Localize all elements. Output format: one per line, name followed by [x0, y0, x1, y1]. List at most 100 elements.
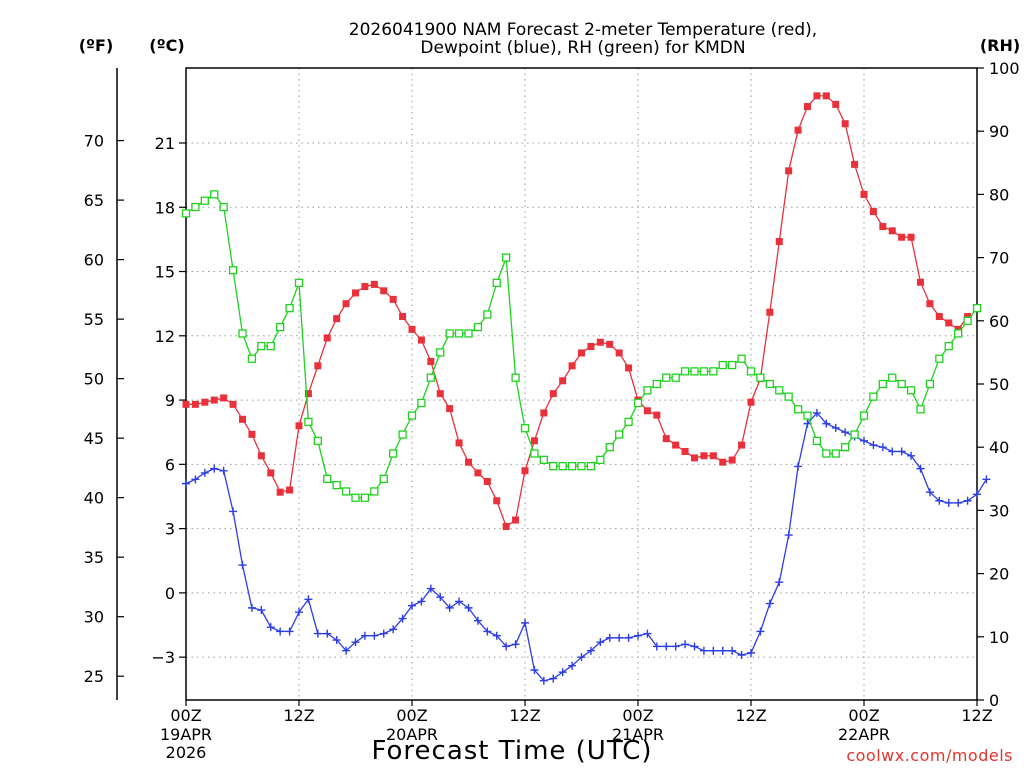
- fahrenheit-tick-label: 70: [84, 132, 104, 151]
- dewpoint-point: [756, 627, 765, 636]
- rh-tick-label: 10: [989, 628, 1009, 647]
- temperature-point: [785, 167, 793, 175]
- rh-point: [680, 367, 690, 376]
- dewpoint-point: [436, 593, 445, 602]
- rh-point: [746, 367, 756, 376]
- dewpoint-point: [304, 595, 313, 604]
- temperature-point: [832, 100, 840, 108]
- rh-point: [803, 411, 812, 420]
- dewpoint-point: [426, 584, 435, 593]
- dewpoint-point: [784, 531, 793, 540]
- dewpoint-point: [558, 668, 567, 677]
- rh-point: [737, 354, 746, 363]
- dewpoint-point: [257, 606, 266, 615]
- rh-point: [605, 443, 614, 452]
- rh-point: [351, 493, 360, 502]
- rh-point: [417, 398, 426, 408]
- temperature-point: [201, 398, 209, 406]
- x-tick-label: 00Z: [170, 706, 201, 725]
- rh-point: [935, 354, 944, 363]
- rh-point: [888, 373, 897, 382]
- dewpoint-point: [521, 618, 529, 627]
- temperature-point: [493, 497, 501, 505]
- rh-tick-label: 90: [989, 122, 1009, 141]
- temperature-line: [186, 95, 969, 528]
- dewpoint-point: [191, 475, 200, 484]
- temperature-point: [417, 336, 425, 344]
- rh-point: [652, 379, 661, 389]
- temperature-point: [399, 313, 407, 321]
- rh-point: [944, 341, 953, 351]
- dewpoint-point: [869, 441, 878, 450]
- dewpoint-point: [925, 488, 934, 497]
- rh-point: [633, 398, 643, 408]
- temperature-point: [794, 126, 802, 134]
- rh-point: [624, 417, 633, 427]
- rh-point: [822, 449, 831, 458]
- temperature-point: [239, 415, 246, 423]
- rh-point: [586, 462, 596, 471]
- rh-point: [464, 329, 473, 338]
- rh-line: [185, 193, 978, 499]
- dewpoint-point: [351, 638, 360, 647]
- rh-point: [238, 329, 247, 338]
- rh-point: [276, 322, 285, 332]
- rh-point: [285, 304, 294, 313]
- rh-point: [878, 379, 887, 389]
- temperature-point: [926, 300, 934, 308]
- celsius-tick-label: 21: [155, 134, 175, 153]
- x-date-label: 22APR: [838, 725, 890, 744]
- celsius-tick-label: 12: [155, 327, 175, 346]
- x-date-label: 19APR: [160, 725, 212, 744]
- dewpoint-point: [379, 629, 388, 638]
- rh-point: [360, 493, 370, 502]
- dewpoint-point: [728, 646, 737, 655]
- rh-tick-label: 0: [989, 691, 999, 710]
- temperature-point: [841, 120, 849, 128]
- dewpoint-point: [247, 603, 256, 612]
- dewpoint-point: [878, 443, 887, 452]
- rh-point: [690, 367, 699, 376]
- dewpoint-point: [549, 674, 558, 683]
- rh-tick-label: 100: [989, 59, 1020, 78]
- dewpoint-point: [455, 597, 464, 606]
- temperature-point: [719, 458, 727, 466]
- temperature-point: [455, 439, 463, 447]
- dewpoint-point: [389, 625, 398, 634]
- temperature-point: [747, 398, 755, 406]
- dewpoint-point: [445, 603, 454, 612]
- rh-point: [181, 209, 191, 218]
- rh-point: [662, 373, 671, 382]
- x-date-label: 21APR: [612, 725, 664, 744]
- temperature-point: [295, 422, 303, 430]
- fahrenheit-tick-label: 40: [84, 489, 104, 508]
- rh-tick-label: 30: [989, 501, 1009, 520]
- rh-point: [718, 360, 727, 370]
- rh-point: [511, 373, 520, 382]
- temperature-point: [521, 467, 529, 475]
- dewpoint-point: [831, 423, 840, 432]
- fahrenheit-tick-label: 50: [84, 370, 104, 389]
- temperature-point: [361, 283, 369, 291]
- rh-point: [502, 253, 511, 262]
- temperature-point: [822, 92, 830, 100]
- dewpoint-point: [963, 496, 972, 505]
- temperature-point: [728, 456, 736, 464]
- rh-tick-label: 40: [989, 438, 1009, 457]
- temperature-point: [860, 190, 868, 198]
- dewpoint-point: [888, 447, 897, 456]
- rh-point: [643, 386, 652, 395]
- grid-lines: [186, 68, 977, 700]
- celsius-tick-label: 6: [165, 455, 175, 474]
- rh-point: [257, 341, 266, 351]
- rh-point: [389, 449, 398, 458]
- rh-tick-label: 20: [989, 565, 1009, 584]
- x-tick-label: 00Z: [848, 706, 879, 725]
- temperature-point: [436, 390, 444, 398]
- temperature-point: [869, 208, 877, 216]
- rh-point: [897, 379, 906, 389]
- rh-point: [793, 405, 803, 414]
- rh-point: [558, 462, 567, 471]
- temperature-point: [323, 334, 331, 342]
- rh-point: [398, 430, 407, 439]
